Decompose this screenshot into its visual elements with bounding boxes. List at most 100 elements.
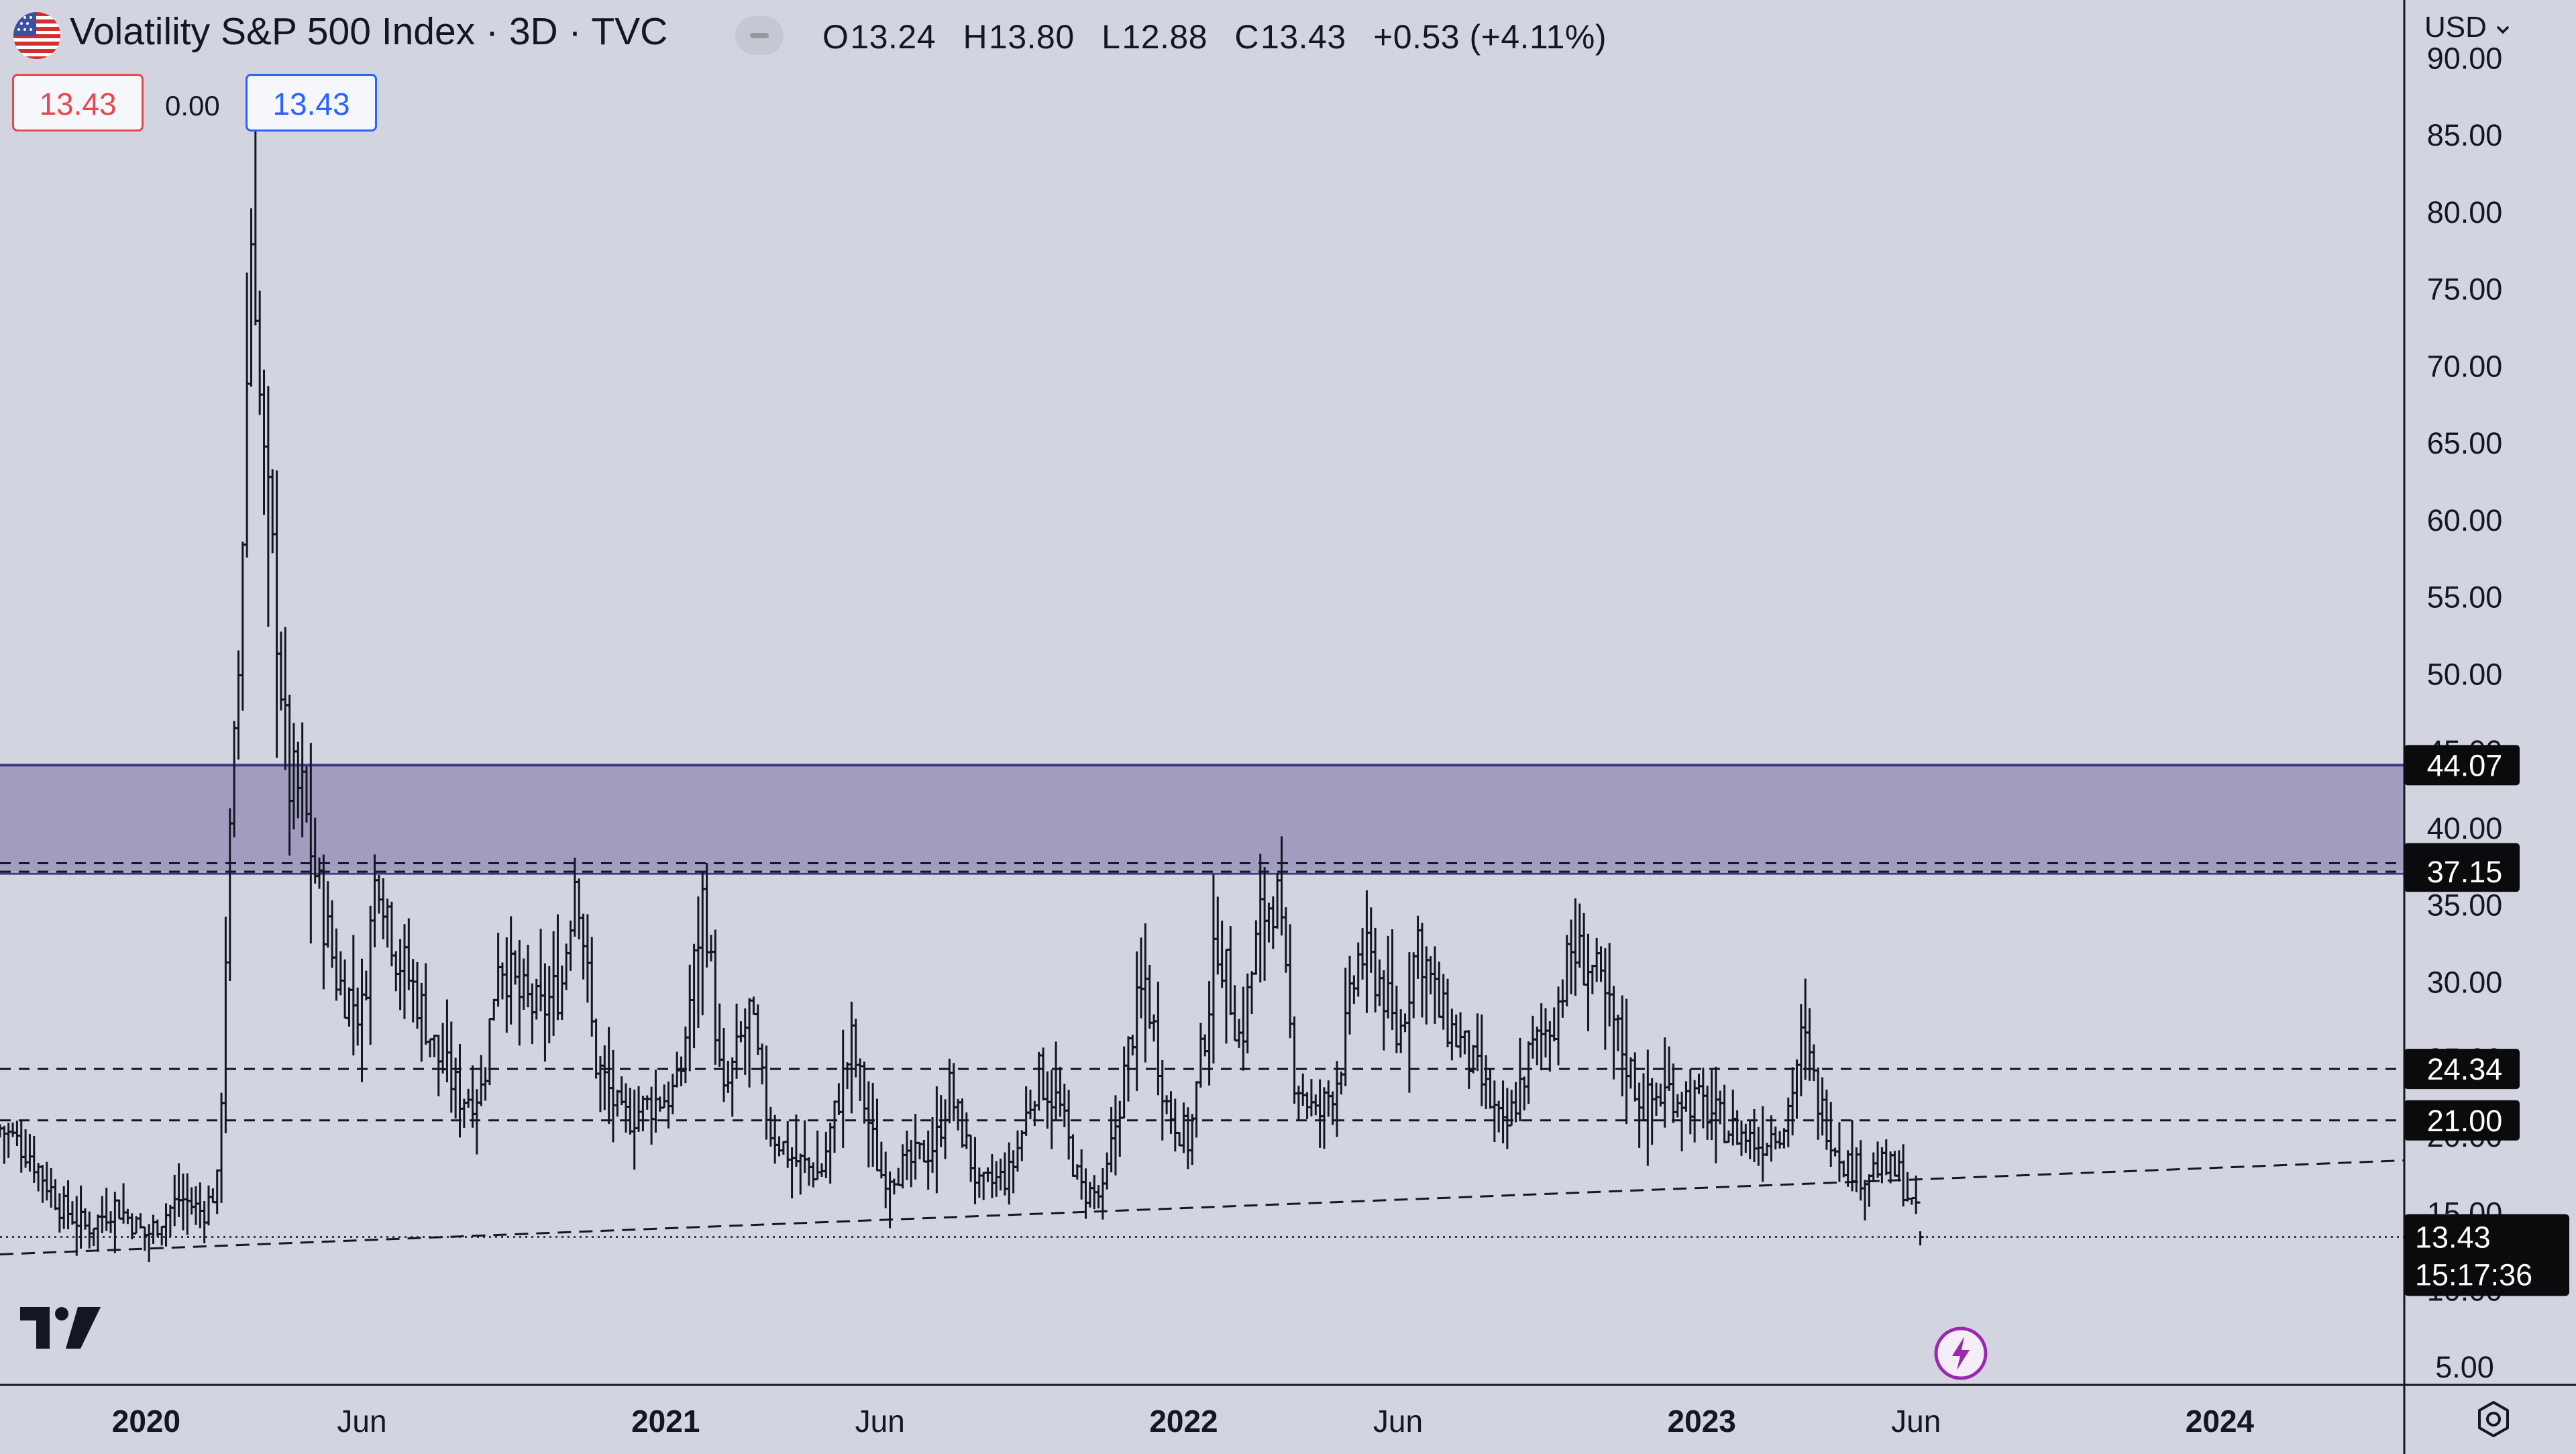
- ohlc-bar: [857, 1058, 864, 1101]
- ohlc-bar: [1862, 1180, 1869, 1221]
- ohlc-bar: [1385, 935, 1392, 1019]
- ohlc-bar: [409, 959, 417, 1023]
- ohlc-bar: [1320, 1087, 1328, 1149]
- trendline[interactable]: [0, 1159, 2405, 1255]
- minus-pill-icon[interactable]: [735, 16, 784, 55]
- ohlc-bar: [1423, 946, 1430, 1025]
- ohlc-bar: [1346, 955, 1354, 1035]
- ohlc-bar: [716, 1003, 723, 1067]
- ohlc-bar: [1018, 1130, 1026, 1161]
- ohlc-bar: [1538, 1003, 1545, 1071]
- ohlc-bar: [712, 929, 719, 1065]
- ohlc-bar: [767, 1106, 774, 1147]
- time-axis-labels[interactable]: 2020 Jun 2021 Jun 2022 Jun 2023 Jun 2024: [112, 1404, 2255, 1439]
- open-label: O: [822, 18, 849, 56]
- y-tick-label: 90.00: [2427, 41, 2503, 75]
- y-tick-label: 60.00: [2427, 503, 2503, 537]
- ohlc-bar: [690, 943, 698, 1049]
- ohlc-bar: [30, 1136, 38, 1183]
- ohlc-bar: [729, 1057, 736, 1117]
- ohlc-bar: [895, 1167, 902, 1186]
- ohlc-bar: [1457, 1012, 1464, 1058]
- ohlc-bar: [1870, 1152, 1877, 1182]
- ohlc-bar: [1227, 926, 1234, 1016]
- ohlc-bar: [1040, 1047, 1047, 1101]
- trendline-line[interactable]: [0, 1159, 2405, 1255]
- ohlc-bar: [1499, 1080, 1507, 1143]
- ohlc-bar: [1487, 1068, 1494, 1109]
- x-tick-label: Jun: [855, 1404, 905, 1439]
- ohlc-bar: [1759, 1106, 1766, 1182]
- x-tick-label: 2021: [631, 1404, 700, 1439]
- ohlc-bar: [1282, 907, 1289, 973]
- price-tag-label: 24.34: [2427, 1052, 2503, 1086]
- buy-price-button[interactable]: 13.43: [246, 74, 377, 132]
- ohlc-bar: [1478, 1015, 1485, 1106]
- horizontal-lines[interactable]: [0, 764, 2404, 1122]
- ohlc-bar: [486, 1017, 493, 1086]
- ohlc-bar: [5, 1123, 12, 1158]
- ohlc-bar: [1648, 1078, 1656, 1145]
- y-tick-label: 30.00: [2427, 965, 2503, 999]
- ohlc-bar: [1120, 1046, 1128, 1119]
- ohlc-bar: [865, 1081, 872, 1167]
- ohlc-bar: [1261, 867, 1269, 981]
- ohlc-bar: [1069, 1134, 1077, 1177]
- ohlc-bar: [1712, 1066, 1719, 1163]
- ohlc-bar: [759, 1043, 766, 1085]
- currency-selector[interactable]: USD: [2424, 11, 2511, 44]
- ohlc-bar: [197, 1182, 204, 1229]
- ohlc-bar: [848, 1001, 855, 1114]
- tradingview-logo-icon[interactable]: [19, 1304, 102, 1351]
- ohlc-bar: [643, 1095, 651, 1110]
- lightning-icon[interactable]: [1933, 1326, 1988, 1381]
- ohlc-bar: [1291, 1016, 1298, 1104]
- ohlc-bar: [269, 469, 276, 554]
- ohlc-bar: [1405, 952, 1413, 1093]
- ohlc-bar: [1546, 1021, 1554, 1072]
- price-axis-labels[interactable]: 5.0010.0015.0020.0025.0030.0035.0040.004…: [2427, 41, 2503, 1384]
- ohlc-bar: [1721, 1084, 1728, 1143]
- ohlc-bar: [1325, 1080, 1332, 1117]
- ohlc-bar: [1303, 1092, 1311, 1119]
- ohlc-bar: [618, 1076, 625, 1106]
- x-tick-label: Jun: [1373, 1404, 1423, 1439]
- ohlc-bar: [1784, 1097, 1792, 1147]
- ohlc-bar: [1436, 962, 1443, 1018]
- ohlc-bar: [99, 1196, 106, 1233]
- ohlc-bar: [1397, 1009, 1405, 1053]
- chevron-down-icon: [2495, 11, 2511, 44]
- resistance-zone[interactable]: [0, 765, 2404, 872]
- sell-price-button[interactable]: 13.43: [12, 74, 144, 132]
- ohlc-bar: [1222, 948, 1230, 1044]
- ohlc-bar: [141, 1226, 148, 1251]
- ohlc-bar: [179, 1174, 186, 1231]
- ohlc-bar: [60, 1186, 68, 1229]
- ohlc-bar: [115, 1199, 123, 1220]
- ohlc-bar: [1112, 1095, 1119, 1176]
- ohlc-bar: [1827, 1102, 1835, 1167]
- ohlc-bar: [1580, 913, 1588, 986]
- ohlc-bar: [1483, 1055, 1490, 1109]
- ohlc-bar: [1682, 1081, 1690, 1112]
- ohlc-bar: [541, 963, 549, 1062]
- ohlc-bar: [273, 470, 280, 758]
- ohlc-bar: [1597, 946, 1605, 982]
- ohlc-bar: [1717, 1090, 1724, 1125]
- symbol-title[interactable]: Volatility S&P 500 Index · 3D · TVC: [70, 10, 668, 53]
- ohlc-bar: [26, 1134, 34, 1172]
- settings-gear-icon[interactable]: [2473, 1398, 2514, 1440]
- zone-fill[interactable]: [0, 765, 2404, 872]
- change-value: +0.53 (+4.11%): [1373, 18, 1607, 56]
- ohlc-bar: [239, 541, 246, 711]
- ohlc-bar: [1691, 1080, 1699, 1143]
- ohlc-bar: [835, 1083, 843, 1115]
- ohlc-bar: [435, 1035, 442, 1096]
- ohlc-bar: [64, 1180, 72, 1230]
- ohlc-bar: [1742, 1123, 1750, 1153]
- ohlc-bar: [737, 1021, 745, 1043]
- ohlc-bar: [56, 1193, 63, 1233]
- ohlc-bar: [822, 1131, 830, 1178]
- ohlc-bar: [103, 1188, 110, 1231]
